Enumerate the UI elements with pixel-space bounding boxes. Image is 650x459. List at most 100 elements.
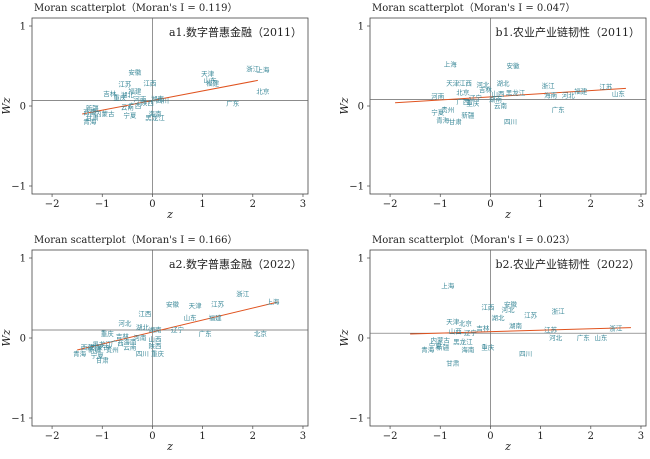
province-point-label: 安徽 (128, 67, 142, 76)
province-point-label: 河北 (562, 92, 576, 100)
province-point-label: 宁夏 (431, 107, 445, 116)
province-point-label: 湖北 (496, 79, 510, 88)
scatter-panel-3: Moran scatterplot（Moran's I = 0.166） −2 −1… (0, 234, 309, 453)
province-point-label: 重庆 (151, 349, 165, 358)
province-point-label: 陕西 (141, 98, 155, 107)
x-tick-label: 2 (250, 431, 256, 442)
province-point-label: 湖北 (491, 313, 505, 322)
y-tick-label: −1 (11, 414, 26, 425)
province-point-label: 天津 (189, 302, 203, 310)
province-point-label: 山东 (612, 89, 626, 98)
province-point-label: 海南 (461, 345, 475, 354)
y-tick-label: −1 (349, 414, 364, 425)
province-point-label: 青海 (83, 117, 97, 126)
y-tick-label: 0 (358, 334, 364, 345)
x-tick-label: 0 (149, 431, 155, 442)
province-point-label: 吉林 (103, 89, 117, 98)
x-tick-label: 3 (300, 199, 306, 210)
x-tick-label: 2 (588, 199, 594, 210)
y-tick-label: −1 (349, 182, 364, 193)
province-point-label: 江苏 (599, 82, 613, 91)
province-point-label: 浙江 (609, 323, 623, 332)
province-point-label: 河南 (133, 95, 147, 104)
x-tick-label: 0 (487, 199, 493, 210)
province-point-label: 新疆 (461, 111, 475, 120)
province-point-label: 四川 (519, 350, 532, 358)
province-point-label: 海南 (123, 337, 137, 346)
plot-frame (31, 249, 309, 427)
province-point-label: 江苏 (118, 79, 132, 88)
province-point-label: 江西 (459, 80, 473, 88)
x-tick-label: 2 (588, 431, 594, 442)
province-point-label: 福建 (128, 87, 142, 96)
province-point-label: 浙江 (236, 289, 250, 298)
scatter-panel-4: Moran scatterplot（Moran's I = 0.023） −2 −1… (338, 234, 647, 453)
x-axis-label: z (166, 208, 173, 221)
province-point-label: 重庆 (481, 343, 495, 352)
province-point-label: 天津 (446, 80, 460, 88)
province-point-label: 江苏 (211, 299, 225, 308)
x-tick-label: −2 (45, 199, 60, 210)
y-tick-label: −1 (11, 182, 26, 193)
province-point-label: 青海 (436, 115, 450, 124)
province-point-label: 辽宁 (171, 325, 185, 334)
province-point-label: 浙江 (542, 81, 556, 90)
province-point-label: 内蒙古 (431, 335, 451, 344)
province-point-label: 新疆 (436, 343, 450, 352)
province-point-label: 四川 (504, 118, 517, 126)
province-point-label: 北京 (459, 319, 473, 328)
province-point-label: 甘肃 (96, 355, 110, 364)
panel-title: Moran scatterplot（Moran's I = 0.023） (372, 234, 576, 246)
y-tick-label: 1 (358, 22, 364, 33)
province-point-label: 山东 (594, 333, 608, 342)
province-point-label: 四川 (156, 97, 169, 105)
x-tick-label: 2 (250, 199, 256, 210)
province-point-label: 吉林 (116, 331, 130, 340)
province-point-label: 重庆 (101, 329, 115, 338)
province-point-label: 青海 (73, 349, 87, 358)
province-point-label: 内蒙古 (95, 109, 115, 118)
province-point-label: 河北 (118, 320, 132, 328)
province-point-label: 山西 (491, 89, 505, 98)
province-point-label: 宁夏 (429, 341, 443, 350)
province-point-label: 甘肃 (86, 113, 100, 122)
province-point-label: 福建 (209, 313, 223, 322)
x-tick-label: −2 (383, 199, 398, 210)
province-point-label: 贵州 (441, 105, 454, 114)
province-point-label: 云南 (494, 101, 508, 110)
province-point-label: 天津 (201, 70, 215, 78)
province-point-label: 广西 (456, 97, 470, 106)
province-point-label: 四川 (136, 350, 149, 358)
x-tick-label: 3 (638, 199, 644, 210)
x-tick-label: 1 (199, 431, 205, 442)
province-point-label: 吉林 (476, 323, 490, 332)
scatter-panel-1: Moran scatterplot（Moran's I = 0.119） −2 −1… (0, 2, 309, 221)
x-axis-label: z (504, 440, 511, 453)
province-point-label: 辽宁 (469, 93, 483, 102)
province-point-label: 北京 (456, 87, 470, 96)
panel-annotation: b2.农业产业链韧性（2022） (495, 257, 640, 271)
province-point-label: 安徽 (504, 299, 518, 308)
x-tick-label: −2 (45, 431, 60, 442)
scatter-panel-2: Moran scatterplot（Moran's I = 0.047） −2 −1… (338, 2, 647, 221)
panel-annotation: a1.数字普惠金融（2011） (169, 25, 302, 39)
x-tick-label: 0 (487, 431, 493, 442)
plot-frame (369, 17, 647, 195)
province-point-label: 上海 (444, 59, 458, 68)
x-tick-label: 1 (537, 199, 543, 210)
province-point-label: 安徽 (166, 299, 180, 308)
x-tick-label: −1 (433, 431, 448, 442)
province-point-label: 江西 (143, 80, 157, 88)
y-tick-label: 1 (20, 254, 26, 265)
province-point-label: 福建 (206, 79, 220, 88)
x-tick-label: −1 (95, 199, 110, 210)
province-point-label: 广东 (577, 333, 591, 342)
x-tick-label: 1 (537, 431, 543, 442)
plot-frame (31, 17, 309, 195)
province-point-label: 北京 (254, 329, 268, 338)
province-point-label: 黑龙江 (93, 339, 113, 348)
province-point-label: 新疆 (86, 103, 100, 112)
panel-title: Moran scatterplot（Moran's I = 0.166） (34, 234, 238, 246)
y-axis-label: Wz (338, 97, 351, 114)
